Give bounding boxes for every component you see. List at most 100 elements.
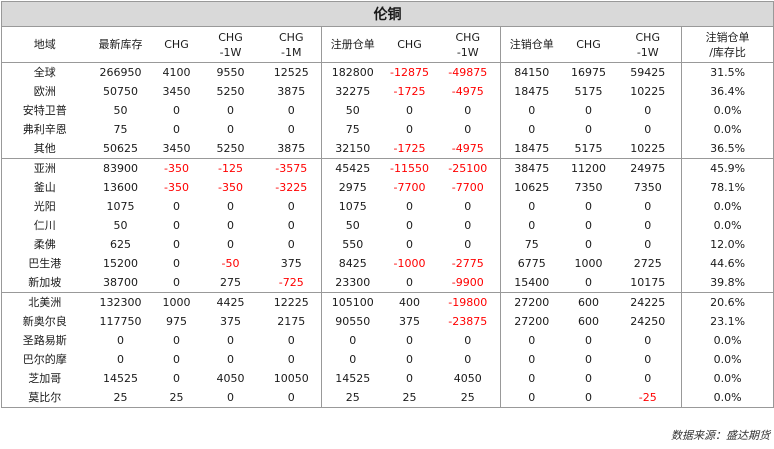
cell-value: 3450 bbox=[162, 142, 191, 155]
column-header: CHG -1W bbox=[435, 26, 501, 63]
cell-value: 0 bbox=[585, 372, 592, 385]
region-name: 芝加哥 bbox=[1, 369, 88, 388]
cell-value: 375 bbox=[399, 315, 420, 328]
cell-value: 0 bbox=[500, 101, 563, 120]
region-name: 亚洲 bbox=[1, 158, 88, 178]
cell-value: 75 bbox=[113, 123, 128, 136]
cell-value: 0 bbox=[464, 123, 472, 136]
cell-value: -2775 bbox=[451, 257, 484, 270]
cell-value: 0 bbox=[585, 334, 592, 347]
cell-value: -4975 bbox=[451, 85, 484, 98]
cell-value: 0 bbox=[644, 200, 652, 213]
cell-value: 0 bbox=[644, 104, 652, 117]
cell-value: 0 bbox=[562, 388, 615, 408]
cell-value: 0 bbox=[644, 372, 652, 385]
cell-value: 50625 bbox=[103, 142, 138, 155]
table-row: 安特卫普 50 0 0 0 50 0 0 0 0 0 0.0% bbox=[1, 101, 774, 120]
cell-value: 0 bbox=[227, 238, 234, 251]
cell-value: 375 bbox=[280, 257, 302, 270]
cell-value: 375 bbox=[220, 315, 241, 328]
cell-value: 0 bbox=[287, 353, 295, 366]
cell-value: 0.0% bbox=[680, 388, 774, 408]
cell-value: 0 bbox=[199, 388, 262, 408]
cell-value: 0 bbox=[585, 104, 592, 117]
region-name: 新奥尔良 bbox=[1, 312, 88, 331]
cell-value: 1075 bbox=[321, 197, 384, 216]
cell-value: 0 bbox=[464, 104, 472, 117]
cell-value: 10225 bbox=[630, 142, 666, 155]
table-row: 莫比尔 25 25 0 0 25 25 25 0 0 -25 0.0% bbox=[1, 388, 774, 408]
region-name: 其他 bbox=[1, 139, 88, 159]
cell-value: 0 bbox=[173, 353, 180, 366]
table-row: 圣路易斯 0 0 0 0 0 0 0 0 0 0 0.0% bbox=[1, 331, 774, 350]
cell-value: 90550 bbox=[321, 312, 384, 331]
table-row: 新加坡 38700 0 275 -725 23300 0 -9900 15400 0 10175 39… bbox=[1, 273, 774, 293]
region-name: 巴生港 bbox=[1, 254, 88, 273]
cell-value: 24975 bbox=[614, 158, 682, 178]
cell-value: -50 bbox=[221, 257, 240, 270]
cell-value: 10050 bbox=[273, 372, 309, 385]
cell-value: 0 bbox=[406, 104, 413, 117]
cell-value: 27200 bbox=[500, 312, 563, 331]
cell-value: 5175 bbox=[574, 85, 603, 98]
cell-value: 600 bbox=[578, 315, 599, 328]
cell-value: -12875 bbox=[390, 66, 429, 79]
cell-value: 3450 bbox=[162, 85, 191, 98]
cell-value: 0 bbox=[287, 123, 295, 136]
table-body: 伦铜 地域 最新库存 CHG CHG -1W CHG -1M 注册仓单 CHG CHG -1W 注销仓… bbox=[0, 1, 774, 408]
region-name: 巴尔的摩 bbox=[1, 350, 88, 369]
cell-value: 0 bbox=[406, 276, 413, 289]
column-header: 地域 bbox=[1, 26, 88, 63]
table-row: 欧洲 50750 3450 5250 3875 32275 -1725 -4975 18475 5… bbox=[1, 82, 774, 101]
cell-value: 24225 bbox=[614, 292, 682, 312]
cell-value: 6775 bbox=[500, 254, 563, 273]
region-name: 圣路易斯 bbox=[1, 331, 88, 350]
cell-value: 20.6% bbox=[680, 292, 774, 312]
data-source-note: 数据来源：盛达期货 bbox=[671, 429, 770, 442]
cell-value: 0 bbox=[464, 353, 472, 366]
cell-value: 5250 bbox=[216, 85, 245, 98]
region-name: 釜山 bbox=[1, 178, 88, 197]
cell-value: 266950 bbox=[99, 66, 142, 79]
cell-value: 0 bbox=[287, 238, 295, 251]
cell-value: 38700 bbox=[103, 276, 138, 289]
header-row: 地域 最新库存 CHG CHG -1W CHG -1M 注册仓单 CHG CHG -1W 注销仓单 CH… bbox=[1, 26, 774, 63]
cell-value: 38475 bbox=[500, 158, 563, 178]
cell-value: 45425 bbox=[321, 158, 384, 178]
cell-value: 25 bbox=[383, 388, 436, 408]
cell-value: 0 bbox=[173, 104, 180, 117]
region-name: 弗利辛恩 bbox=[1, 120, 88, 139]
cell-value: 550 bbox=[321, 235, 384, 254]
cell-value: 12525 bbox=[273, 66, 309, 79]
table-row: 其他 50625 3450 5250 3875 32150 -1725 -4975 18475 5… bbox=[1, 139, 774, 159]
cell-value: -1725 bbox=[393, 85, 426, 98]
region-name: 新加坡 bbox=[1, 273, 88, 293]
cell-value: 0 bbox=[261, 388, 322, 408]
cell-value: 16975 bbox=[571, 66, 606, 79]
cell-value: 50 bbox=[113, 219, 128, 232]
cell-value: 36.4% bbox=[680, 82, 774, 101]
region-name: 仁川 bbox=[1, 216, 88, 235]
table-row: 光阳 1075 0 0 0 1075 0 0 0 0 0 0.0% bbox=[1, 197, 774, 216]
cell-value: 117750 bbox=[99, 315, 142, 328]
cell-value: 32150 bbox=[321, 139, 384, 159]
cell-value: 0 bbox=[406, 200, 413, 213]
cell-value: 0 bbox=[500, 369, 563, 388]
cell-value: 0 bbox=[585, 200, 592, 213]
cell-value: 2175 bbox=[277, 315, 306, 328]
region-name: 莫比尔 bbox=[1, 388, 88, 408]
region-name: 北美洲 bbox=[1, 292, 88, 312]
cell-value: 1000 bbox=[574, 257, 603, 270]
region-name: 光阳 bbox=[1, 197, 88, 216]
region-name: 安特卫普 bbox=[1, 101, 88, 120]
column-header: CHG -1M bbox=[261, 26, 322, 63]
cell-value: 18475 bbox=[500, 139, 563, 159]
cell-value: 0 bbox=[287, 334, 295, 347]
cell-value: 24250 bbox=[630, 315, 666, 328]
cell-value: 0 bbox=[464, 334, 472, 347]
table-row: 巴生港 15200 0 -50 375 8425 -1000 -2775 6775 1000 272… bbox=[1, 254, 774, 273]
cell-value: 625 bbox=[110, 238, 131, 251]
cell-value: 0 bbox=[644, 353, 652, 366]
cell-value: 32275 bbox=[321, 82, 384, 101]
cell-value: 0.0% bbox=[680, 120, 774, 139]
